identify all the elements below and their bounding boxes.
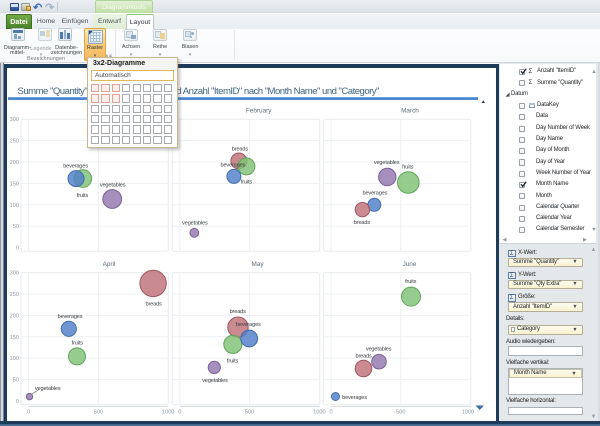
svg-text:fruits: fruits xyxy=(241,179,253,185)
svg-text:beverages: beverages xyxy=(63,163,88,169)
svg-text:beverages: beverages xyxy=(236,322,261,328)
svg-text:vegetables: vegetables xyxy=(202,378,228,384)
svg-text:1000: 1000 xyxy=(313,410,325,416)
svg-text:fruits: fruits xyxy=(402,164,414,170)
svg-text:0: 0 xyxy=(16,399,19,405)
svg-text:fruits: fruits xyxy=(405,279,417,285)
svg-text:fruits: fruits xyxy=(77,193,89,199)
svg-text:300: 300 xyxy=(10,271,19,277)
svg-text:Summe "Quantity", Summe "Qty E: Summe "Quantity", Summe "Qty Extra" und … xyxy=(18,86,380,97)
svg-text:0: 0 xyxy=(27,410,30,416)
svg-text:vegetables: vegetables xyxy=(366,347,392,353)
svg-text:breads: breads xyxy=(145,301,162,307)
svg-text:100: 100 xyxy=(10,203,19,209)
svg-text:50: 50 xyxy=(13,378,19,384)
svg-text:vegetables: vegetables xyxy=(182,220,208,226)
svg-text:500: 500 xyxy=(94,410,103,416)
svg-text:200: 200 xyxy=(10,160,19,166)
svg-text:fruits: fruits xyxy=(227,359,239,365)
svg-text:200: 200 xyxy=(10,313,19,319)
svg-text:0: 0 xyxy=(329,410,332,416)
svg-text:50: 50 xyxy=(13,224,19,230)
svg-text:0: 0 xyxy=(178,410,181,416)
svg-text:vegetables: vegetables xyxy=(374,160,400,166)
svg-text:breads: breads xyxy=(230,309,247,315)
svg-text:April: April xyxy=(103,261,116,268)
svg-text:500: 500 xyxy=(396,410,405,416)
svg-text:100: 100 xyxy=(10,356,19,362)
svg-text:500: 500 xyxy=(245,410,254,416)
svg-text:0: 0 xyxy=(16,246,19,252)
svg-text:June: June xyxy=(403,261,417,268)
svg-text:150: 150 xyxy=(10,181,19,187)
svg-text:150: 150 xyxy=(10,335,19,341)
svg-text:vegetables: vegetables xyxy=(35,386,61,392)
svg-text:250: 250 xyxy=(10,139,19,145)
svg-text:beverages: beverages xyxy=(221,162,246,168)
svg-text:May: May xyxy=(251,261,264,268)
svg-text:breads: breads xyxy=(355,353,372,359)
svg-text:breads: breads xyxy=(354,220,371,226)
svg-text:fruits: fruits xyxy=(72,341,84,347)
svg-text:250: 250 xyxy=(10,292,19,298)
svg-text:vegetables: vegetables xyxy=(100,183,126,189)
svg-text:1000: 1000 xyxy=(162,410,174,416)
svg-text:breads: breads xyxy=(232,147,249,153)
svg-text:300: 300 xyxy=(10,117,19,123)
svg-text:beverages: beverages xyxy=(58,314,83,320)
svg-text:February: February xyxy=(246,108,272,115)
svg-text:1000: 1000 xyxy=(462,410,474,416)
svg-text:March: March xyxy=(401,108,419,115)
svg-text:beverages: beverages xyxy=(363,190,388,196)
svg-text:beverages: beverages xyxy=(342,395,367,401)
